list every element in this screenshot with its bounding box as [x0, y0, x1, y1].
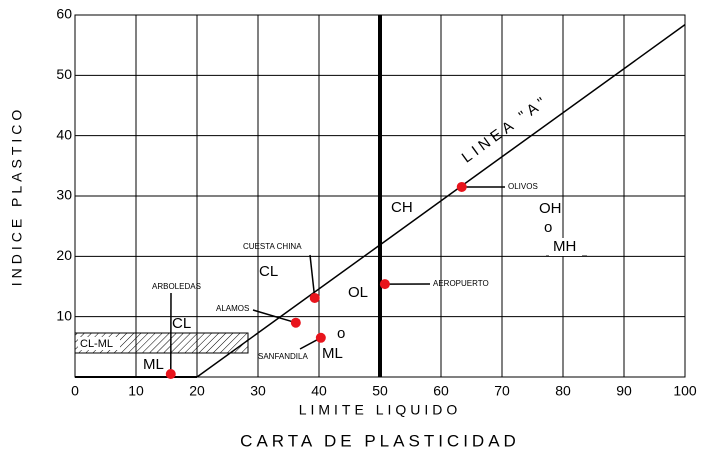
- a-line-label: LINEA "A": [459, 92, 553, 167]
- pointer-arrow: [309, 254, 316, 299]
- y-tick-label: 30: [56, 187, 72, 203]
- cl-ml-label-bg: [78, 337, 120, 350]
- x-tick-label: 100: [673, 383, 697, 399]
- point-label: OLIVOS: [508, 182, 538, 191]
- x-tick-label: 60: [433, 383, 449, 399]
- point-label: SANFANDILA: [258, 352, 308, 361]
- x-tick-label: 20: [189, 383, 205, 399]
- point-label: AEROPUERTO: [433, 279, 489, 288]
- region-label: CL-ML: [80, 338, 113, 350]
- plot-area: 0 10 20 30 40 50 60 70 80 90 100 10 20 30 40 50 60 OLIVOS…: [56, 6, 696, 399]
- x-tick-label: 40: [311, 383, 327, 399]
- x-tick-label: 30: [250, 383, 266, 399]
- region-label: OL: [348, 284, 368, 301]
- y-tick-label: 50: [56, 66, 72, 82]
- x-tick-label: 0: [71, 383, 79, 399]
- y-tick-label: 20: [56, 247, 72, 263]
- region-label: o: [337, 325, 345, 342]
- chart-title: CARTA DE PLASTICIDAD: [240, 431, 520, 450]
- label-bg: [549, 238, 582, 256]
- point-label: CUESTA CHINA: [243, 242, 302, 251]
- point-label: ARBOLEDAS: [152, 282, 201, 291]
- point: [165, 368, 176, 379]
- region-label: MH: [553, 238, 576, 255]
- region-label: CL: [259, 263, 278, 280]
- y-tick-label: 40: [56, 126, 72, 142]
- y-tick-label: 10: [56, 307, 72, 323]
- x-tick-label: 90: [616, 383, 632, 399]
- point: [379, 279, 390, 290]
- point: [290, 317, 301, 328]
- y-axis-label: INDICE PLASTICO: [9, 106, 25, 287]
- x-tick-label: 80: [555, 383, 571, 399]
- region-label: o: [544, 219, 552, 236]
- x-tick-label: 70: [494, 383, 510, 399]
- point: [309, 292, 320, 303]
- region-label: OH: [539, 200, 562, 217]
- x-tick-label: 10: [128, 383, 144, 399]
- region-label: CH: [391, 199, 413, 216]
- point: [456, 181, 467, 192]
- point: [315, 332, 326, 343]
- region-label: CL: [172, 315, 191, 332]
- y-tick-label: 60: [56, 6, 72, 22]
- region-label: ML: [322, 345, 343, 362]
- pointer-arrow: [252, 309, 297, 324]
- x-axis-label: LIMITE LIQUIDO: [299, 402, 462, 418]
- region-label: ML: [143, 356, 164, 373]
- x-tick-label: 50: [372, 383, 388, 399]
- point-label: ALAMOS: [216, 304, 249, 313]
